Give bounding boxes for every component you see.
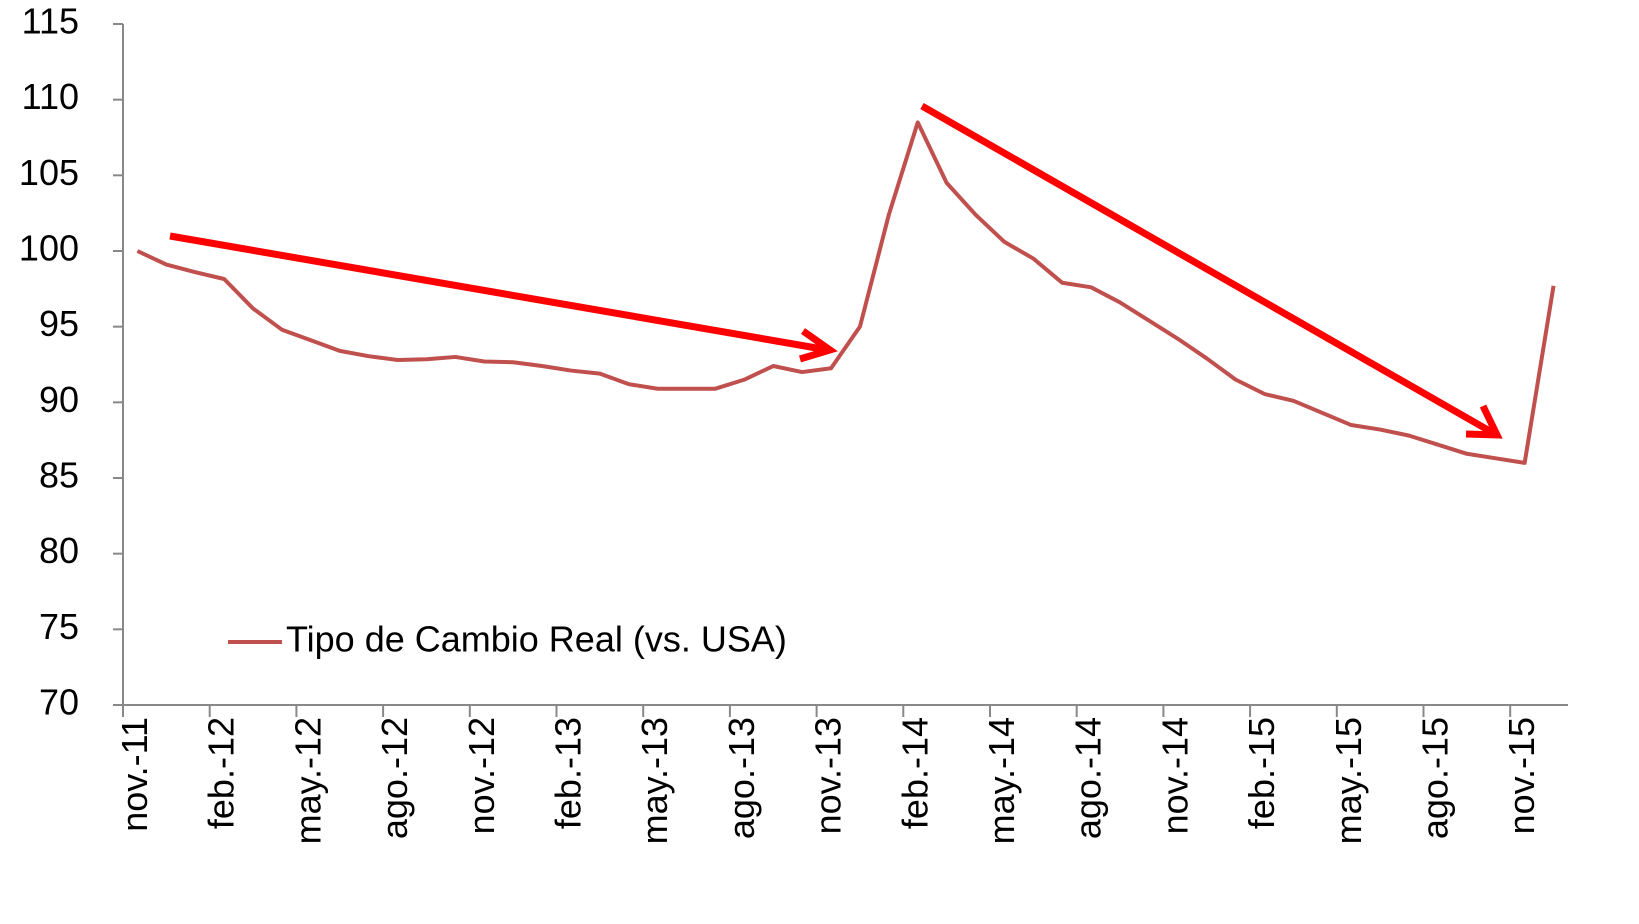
- x-tick-label: may.-15: [1328, 717, 1369, 844]
- x-tick-label: ago.-14: [1068, 717, 1109, 839]
- x-tick-label: nov.-15: [1501, 717, 1542, 834]
- plot-area: 70 75 80 85 90 95 100 105 110 115 nov.-11 feb.-12 ma…: [19, 1, 1568, 844]
- x-tick-label: may.-12: [287, 717, 328, 844]
- y-tick-label: 115: [22, 1, 79, 42]
- y-tick-label: 100: [19, 228, 79, 269]
- x-tick-label: nov.-13: [808, 717, 849, 834]
- annotation-arrow: [169, 232, 829, 354]
- x-tick-label: ago.-12: [374, 717, 415, 839]
- x-tick-label: feb.-12: [201, 717, 242, 829]
- x-tick-label: feb.-14: [894, 717, 935, 829]
- legend-label: Tipo de Cambio Real (vs. USA): [286, 619, 787, 660]
- y-tick-label: 70: [39, 682, 79, 723]
- x-tick-label: may.-13: [634, 717, 675, 844]
- annotation-arrowhead: [798, 328, 838, 363]
- x-tick-label: nov.-12: [461, 717, 502, 834]
- x-tick-label: ago.-15: [1414, 717, 1455, 839]
- x-tick-label: nov.-11: [114, 717, 155, 832]
- y-tick-label: 85: [39, 455, 79, 496]
- annotation-arrow: [920, 102, 1497, 438]
- y-tick-label: 80: [39, 530, 79, 571]
- x-tick-label: nov.-14: [1154, 717, 1195, 834]
- annotation-arrowhead: [1465, 404, 1503, 439]
- series-line: [136, 120, 1556, 465]
- y-tick-label: 110: [22, 76, 79, 117]
- y-tick-label: 105: [19, 152, 79, 193]
- x-tick-label: feb.-15: [1241, 717, 1282, 829]
- y-tick-label: 95: [39, 303, 79, 344]
- x-tick-label: may.-14: [981, 717, 1022, 844]
- x-tick-label: ago.-13: [721, 717, 762, 839]
- y-tick-label: 75: [39, 606, 79, 647]
- y-tick-label: 90: [39, 379, 79, 420]
- x-tick-label: feb.-13: [547, 717, 588, 829]
